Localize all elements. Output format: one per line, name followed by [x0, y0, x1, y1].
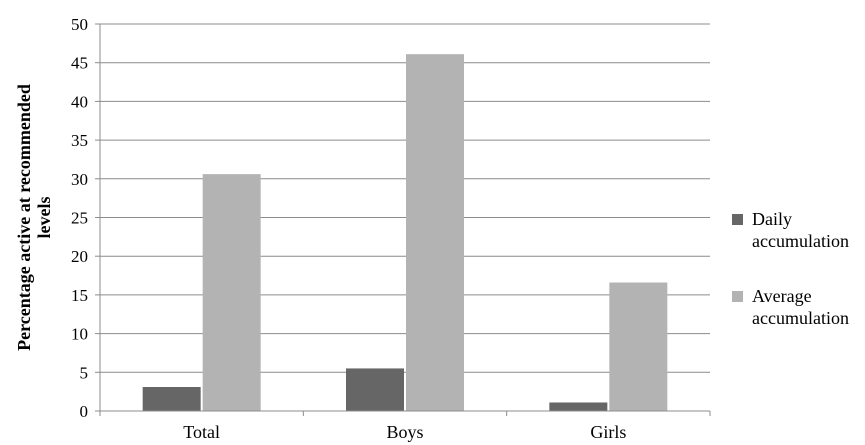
y-tick-label: 45	[71, 54, 88, 73]
x-tick-label: Girls	[590, 422, 626, 442]
y-tick-labels: 0 5 10 15 20 25 30 35 40 45 50	[71, 15, 88, 421]
bar-daily-accumulation-girls	[549, 402, 608, 411]
y-axis-title-line: Percentage active at recommended	[14, 84, 34, 351]
y-tick-label: 10	[71, 325, 88, 344]
bar-daily-accumulation-total	[142, 387, 201, 411]
y-tick-label: 0	[80, 402, 89, 421]
legend-swatch	[732, 291, 743, 302]
y-tick-label: 5	[80, 363, 89, 382]
y-tick-label: 35	[71, 131, 88, 150]
axes	[95, 23, 711, 416]
bar-daily-accumulation-boys	[346, 368, 404, 411]
x-tick-labels: Total Boys Girls	[183, 422, 626, 442]
bars	[142, 54, 668, 411]
y-tick-label: 50	[71, 15, 88, 34]
y-tick-label: 15	[71, 286, 88, 305]
bar-average-accumulation-girls	[609, 282, 668, 411]
legend-label: Daily	[752, 209, 792, 229]
y-tick-label: 30	[71, 170, 88, 189]
y-axis-title: Percentage active at recommendedlevels	[14, 84, 54, 351]
y-tick-label: 40	[71, 92, 88, 111]
x-tick-label: Boys	[386, 422, 423, 442]
y-tick-label: 25	[71, 209, 88, 228]
legend-label: accumulation	[752, 308, 849, 328]
gridlines	[100, 23, 710, 373]
bar-average-accumulation-boys	[406, 54, 464, 411]
legend-swatch	[732, 214, 743, 225]
legend-label: Average	[752, 286, 812, 306]
y-tick-label: 20	[71, 247, 88, 266]
legend-label: accumulation	[752, 231, 849, 251]
bar-average-accumulation-total	[202, 174, 261, 411]
y-axis-title-line: levels	[34, 197, 54, 239]
x-tick-label: Total	[183, 422, 220, 442]
